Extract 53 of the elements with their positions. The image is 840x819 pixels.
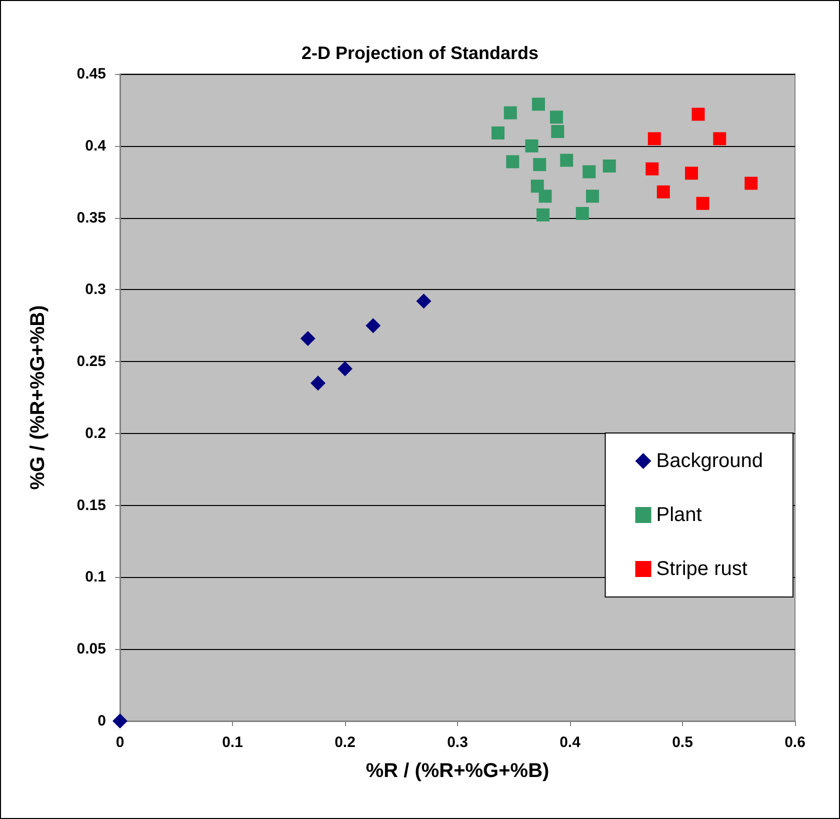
point	[648, 132, 661, 146]
point	[310, 376, 326, 391]
y-tick-label: 0.1	[85, 568, 106, 586]
point	[338, 361, 352, 376]
point	[602, 160, 616, 173]
y-tick-label: 0.3	[85, 281, 106, 298]
y-tick-label: 0	[98, 712, 106, 730]
point	[532, 98, 545, 111]
legend-label: Plant	[656, 504, 702, 526]
point	[504, 106, 517, 120]
y-axis-title: %G / (%R+%G+%B)	[27, 305, 49, 490]
point	[685, 166, 698, 180]
point	[112, 714, 128, 728]
point	[538, 190, 552, 203]
point	[366, 318, 381, 334]
point	[506, 155, 520, 168]
chart-title: 2-D Projection of Standards	[301, 43, 539, 63]
x-tick-label: 0.2	[334, 734, 356, 751]
point	[692, 108, 705, 121]
y-tick-label: 0.35	[76, 209, 106, 226]
y-tick-label: 0.25	[76, 353, 106, 370]
x-tick-label: 0.4	[560, 734, 582, 751]
point	[586, 190, 599, 203]
y-tick-label: 0.15	[76, 496, 106, 514]
y-tick-label: 0.4	[85, 137, 107, 154]
y-tick-label: 0.05	[76, 640, 106, 658]
point	[416, 294, 432, 309]
legend-label: Background	[656, 450, 764, 472]
point	[530, 180, 544, 193]
x-axis-title: %R / (%R+%G+%B)	[366, 760, 550, 782]
x-tick-label: 0.5	[672, 734, 693, 751]
x-tick-label: 0.1	[222, 734, 243, 751]
point	[713, 132, 726, 146]
point	[696, 196, 710, 210]
point	[560, 154, 574, 167]
point	[576, 206, 589, 220]
point	[525, 139, 538, 152]
point	[300, 331, 316, 346]
legend-label: Stripe rust	[656, 558, 748, 580]
point	[492, 126, 504, 140]
point	[536, 208, 550, 222]
point	[582, 165, 596, 178]
point	[550, 110, 563, 124]
point	[551, 125, 564, 138]
x-tick-label: 0.3	[447, 734, 468, 751]
point	[646, 162, 659, 176]
y-tick-label: 0.45	[76, 66, 106, 82]
y-tick-label: 0.2	[85, 424, 106, 442]
point	[656, 185, 670, 198]
point	[744, 176, 758, 190]
x-tick-label: 0	[116, 734, 124, 751]
x-tick-label: 0.6	[784, 734, 806, 751]
point	[533, 158, 546, 172]
